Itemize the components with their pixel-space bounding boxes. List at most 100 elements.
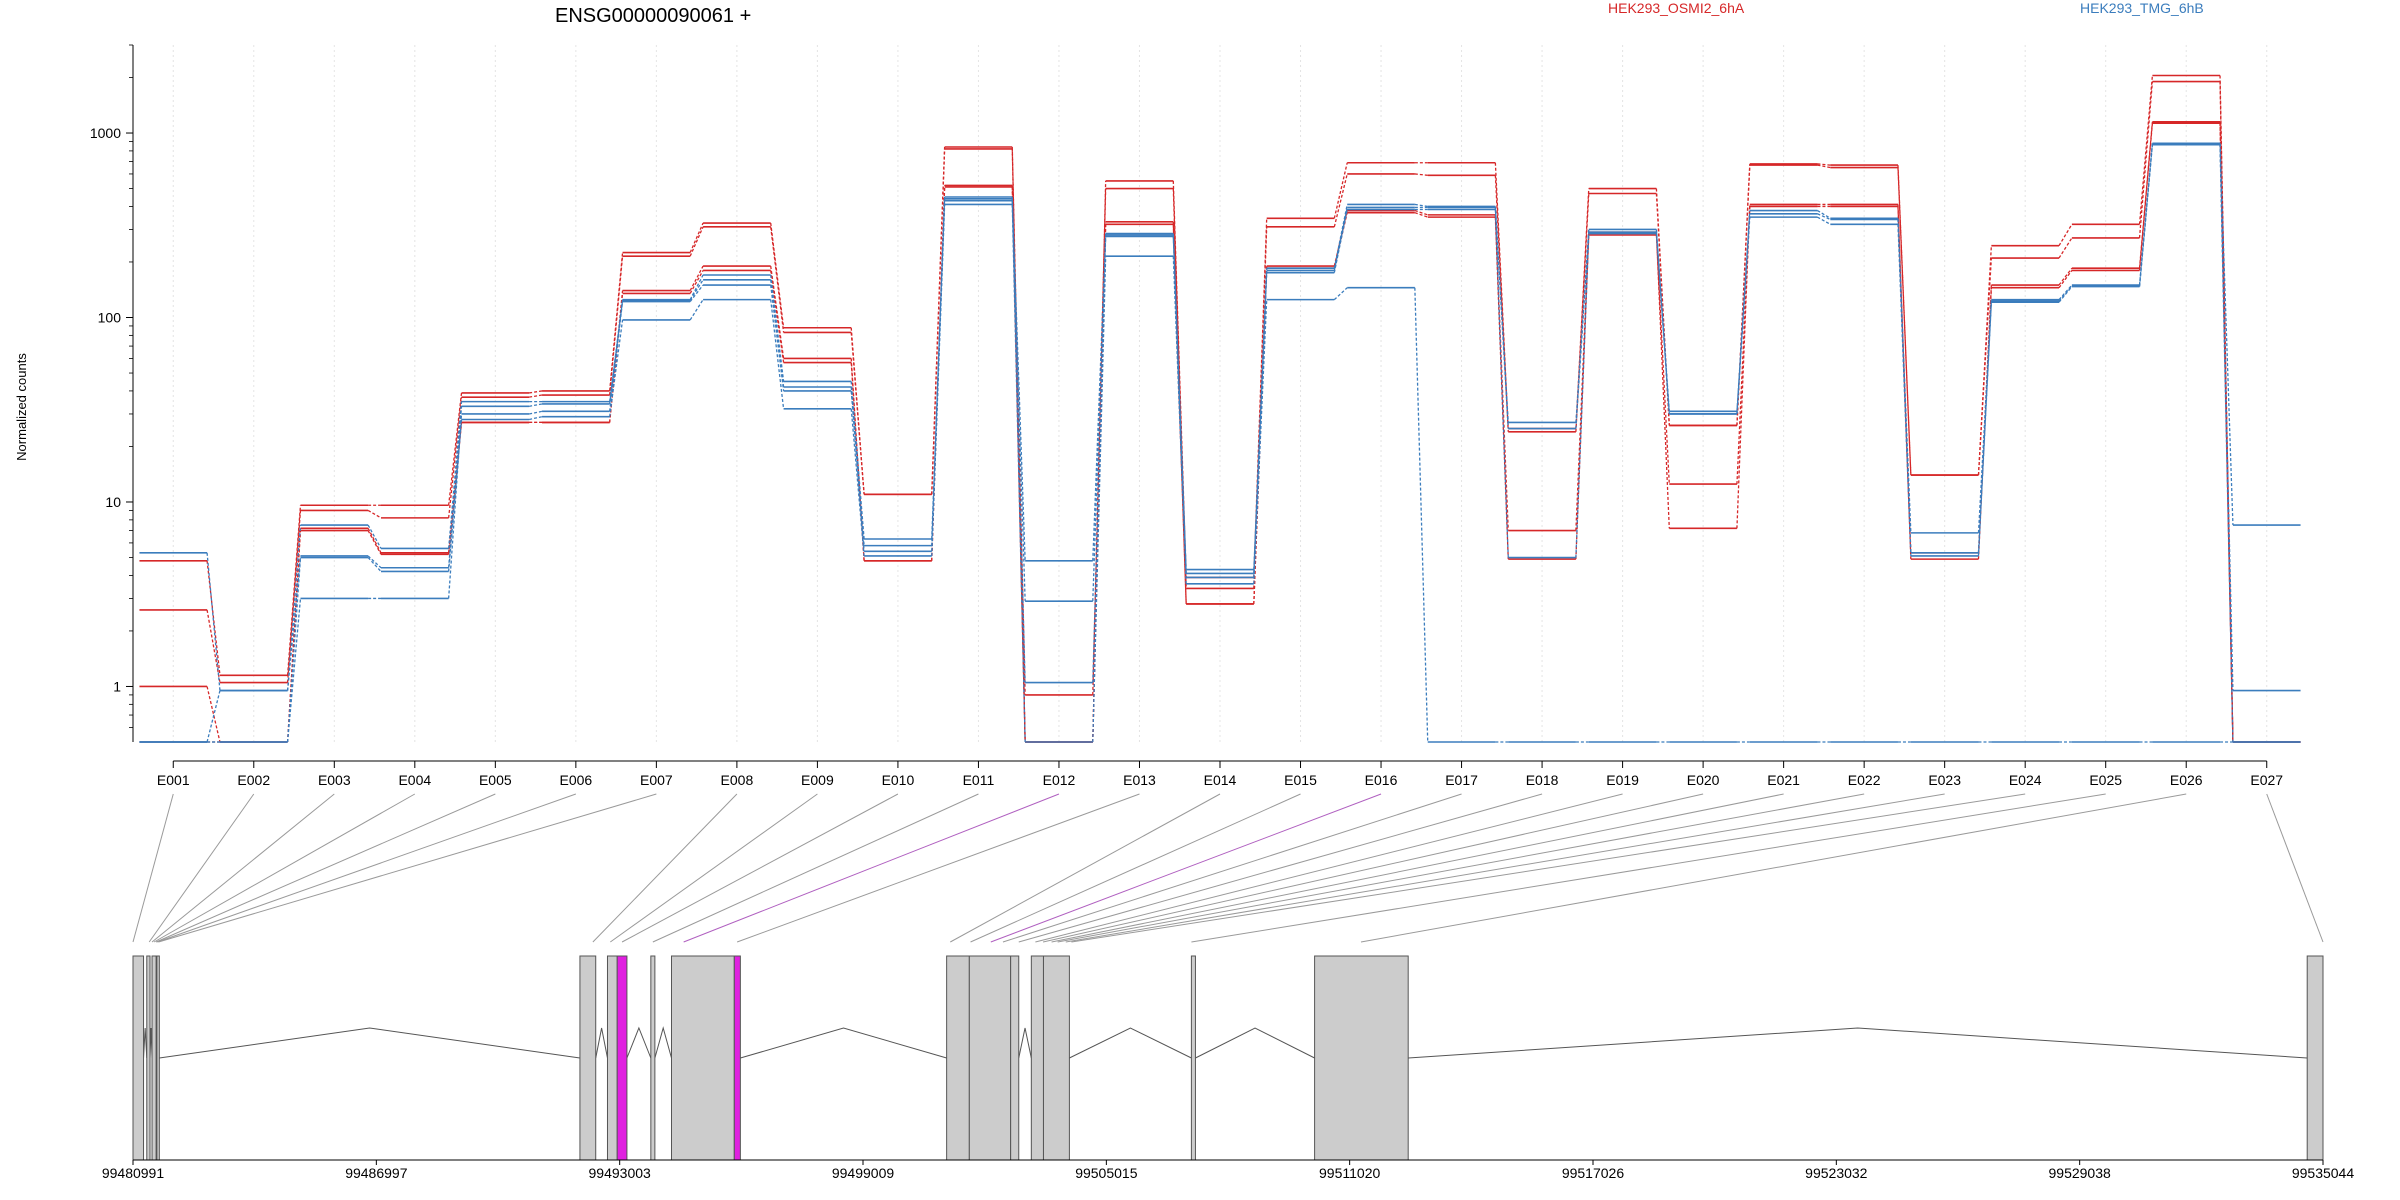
exon-block	[968, 955, 1012, 1161]
exon-block	[1030, 955, 1044, 1161]
series-connector	[367, 557, 382, 572]
x-tick-label: E026	[2170, 772, 2203, 788]
legend-item-1: HEK293_OSMI2_6hA	[1608, 0, 1745, 16]
series-connector	[529, 394, 543, 398]
series-connector	[529, 410, 543, 415]
exon-block-highlighted	[733, 955, 741, 1161]
series-connector	[1253, 299, 1268, 584]
series-connector	[529, 390, 543, 394]
chart-title: ENSG00000090061 +	[555, 5, 751, 27]
x-tick-label: E002	[237, 772, 270, 788]
series-connector	[286, 598, 302, 743]
grid-lines	[172, 45, 2268, 742]
x-tick-label: E006	[560, 772, 593, 788]
series-connector	[1092, 188, 1107, 695]
x-tick-label: E003	[318, 772, 351, 788]
x-tick-label: E015	[1284, 772, 1317, 788]
series-connector	[206, 609, 221, 683]
intron-line	[159, 1027, 581, 1059]
intron-line	[1195, 1027, 1315, 1059]
series-connector	[1817, 164, 1831, 169]
series-connector	[689, 284, 704, 302]
series-connector	[1092, 236, 1107, 683]
exon-block	[1314, 955, 1409, 1161]
series-connector	[850, 327, 865, 495]
series-connector	[2058, 284, 2073, 301]
exon-connector-E022	[1057, 793, 1865, 943]
series-6	[139, 143, 2301, 743]
exon-connector-E027	[2266, 793, 2324, 943]
series-connector	[1817, 163, 1831, 166]
genomic-tick-label: 99505015	[1075, 1165, 1138, 1181]
series-connector	[850, 408, 865, 556]
series-connector	[2219, 123, 2234, 743]
exon-connector-E021	[1051, 793, 1784, 943]
series-connector	[931, 198, 946, 546]
series-connector	[529, 403, 543, 407]
series-connector	[2058, 267, 2073, 286]
series-connector	[367, 524, 382, 549]
series-connector	[689, 279, 704, 301]
series-connector	[609, 256, 624, 396]
exon-block-highlighted	[616, 955, 628, 1161]
series-connector	[850, 390, 865, 552]
series-connector	[286, 510, 302, 683]
exon-connector-lines	[132, 793, 2324, 943]
series-connector	[1817, 209, 1831, 219]
series-connector	[609, 252, 624, 391]
genomic-tick-label: 99529038	[2049, 1165, 2112, 1181]
series-connector	[447, 419, 463, 572]
series-connector	[2058, 286, 2073, 303]
exon-block	[1010, 955, 1020, 1161]
intron-line	[1069, 1027, 1192, 1059]
x-tick-label: E016	[1365, 772, 1398, 788]
x-tick-label: E009	[801, 772, 834, 788]
genomic-tick-label: 99493003	[589, 1165, 652, 1181]
series-connector	[1655, 234, 1670, 485]
exon-connector-E015	[970, 793, 1301, 943]
x-tick-label: E020	[1687, 772, 1720, 788]
exon-connector-E004	[153, 793, 416, 943]
legend-item-2: HEK293_TMG_6hB	[2080, 0, 2204, 16]
exon-block	[146, 955, 151, 1161]
series-connector	[689, 226, 704, 257]
series-connector	[689, 270, 704, 294]
x-tick-label: E024	[2009, 772, 2042, 788]
series-connector	[1575, 232, 1590, 429]
gene-model: 99480991 99486997 99493003 99499009 99505015…	[102, 955, 2354, 1181]
series-connector	[1575, 233, 1590, 558]
series-connector	[1333, 162, 1348, 219]
series-connector	[770, 226, 785, 333]
exon-connector-E024	[1071, 793, 2026, 943]
x-tick-label: E008	[721, 772, 754, 788]
series-connector	[1655, 233, 1670, 415]
series-connector	[931, 204, 946, 556]
exon-block	[946, 955, 970, 1161]
x-tick-label: E011	[963, 772, 995, 788]
series-connector	[1897, 206, 1912, 560]
x-tick-label: E004	[398, 772, 431, 788]
exon-connector-E025	[1191, 793, 2106, 943]
exon-connector-E011	[652, 793, 979, 943]
y-tick-label: 100	[98, 310, 122, 326]
intron-line	[1018, 1027, 1032, 1059]
x-tick-label: E012	[1043, 772, 1076, 788]
series-connector	[770, 299, 785, 409]
x-tick-label: E025	[2089, 772, 2122, 788]
intron-line	[654, 1026, 672, 1059]
x-tick-label: E014	[1204, 772, 1237, 788]
series-connector	[2219, 144, 2234, 743]
series-connector	[770, 270, 785, 363]
exon-connector-E019	[1035, 793, 1623, 943]
series-connector	[1655, 232, 1670, 529]
exon-block	[670, 955, 735, 1161]
intron-line	[143, 1027, 148, 1059]
exon-connector-E017	[1002, 793, 1462, 943]
series-connector	[2138, 144, 2154, 287]
x-tick-label: E022	[1848, 772, 1881, 788]
series-connector	[1011, 198, 1026, 602]
y-tick-label: 1000	[90, 125, 121, 141]
series-connector	[1414, 212, 1428, 218]
x-tick-label: E005	[479, 772, 512, 788]
series-connector	[2138, 81, 2154, 238]
